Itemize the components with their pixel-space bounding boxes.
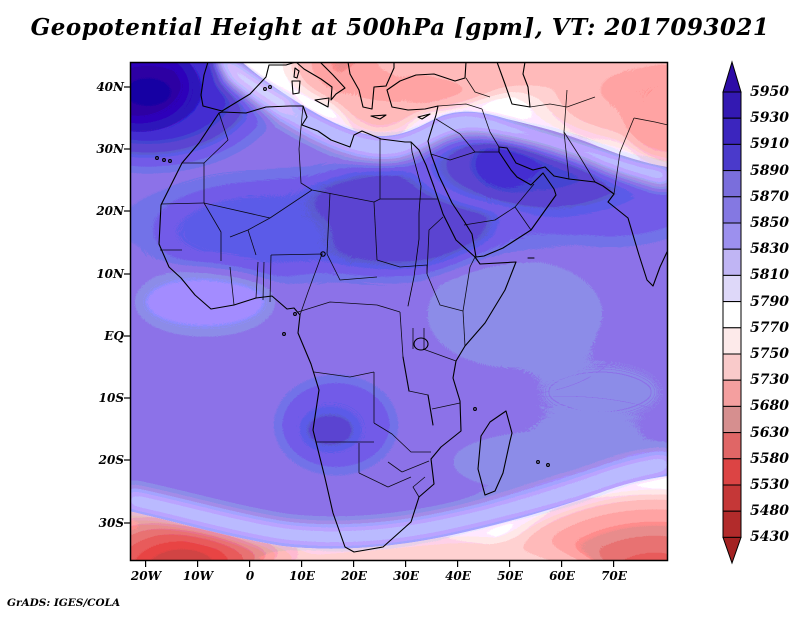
colorbar-cell — [722, 405, 742, 434]
colorbar-up-arrow — [722, 60, 742, 93]
page-title: Geopotential Height at 500hPa [gpm], VT:… — [30, 14, 770, 41]
lon-label: 10W — [182, 569, 214, 583]
lat-label: 20N — [96, 204, 124, 218]
sardinia — [291, 80, 301, 95]
map-canvas — [124, 61, 669, 567]
mauritius — [536, 460, 540, 464]
colorbar-label: 5810 — [750, 267, 789, 283]
country-borders — [160, 77, 668, 498]
lon-label: 0 — [245, 569, 255, 583]
colorbar-label: 5630 — [750, 425, 789, 441]
colorbar-label: 5950 — [750, 84, 789, 100]
colorbar-cell — [722, 143, 742, 172]
lat-label: 10S — [98, 391, 124, 405]
crete — [370, 114, 387, 120]
colorbar-label: 5580 — [750, 451, 789, 467]
colorbar-label: 5830 — [750, 241, 789, 257]
grads-attribution: GrADS: IGES/COLA — [7, 597, 121, 609]
colorbar-down-arrow — [722, 536, 742, 565]
lon-label: 20E — [341, 569, 367, 583]
canary-islands — [155, 156, 159, 160]
colorbar-cell — [722, 327, 742, 355]
colorbar-cell — [722, 196, 742, 224]
colorbar-cell — [722, 432, 742, 460]
colorbar-label: 5790 — [750, 294, 789, 310]
colorbar-label: 5850 — [750, 215, 789, 231]
nile-river — [407, 141, 422, 307]
lon-label: 20W — [130, 569, 162, 583]
comoros — [473, 407, 477, 411]
lat-label: 30N — [96, 142, 124, 156]
greece-coastline — [347, 62, 395, 110]
madagascar-coastline — [477, 410, 513, 496]
iberia-coastline — [200, 62, 297, 112]
colorbar — [720, 60, 744, 566]
lake-malawi — [427, 394, 434, 426]
colorbar-label: 5430 — [750, 529, 789, 545]
lon-label: 50E — [497, 569, 523, 583]
colorbar-cell — [722, 248, 742, 276]
africa-coastline — [158, 105, 517, 553]
cyprus — [417, 113, 431, 120]
coastlines — [155, 62, 668, 553]
contour-field — [130, 62, 668, 561]
lat-label: 20S — [98, 453, 124, 467]
colorbar-cell — [722, 458, 742, 486]
sicily — [314, 97, 330, 108]
lon-label: 60E — [549, 569, 575, 583]
colorbar-label: 5730 — [750, 372, 789, 388]
colorbar-label: 5870 — [750, 189, 789, 205]
colorbar-label: 5930 — [750, 110, 789, 126]
colorbar-label: 5680 — [750, 398, 789, 414]
colorbar-label: 5890 — [750, 163, 789, 179]
colorbar-cell — [722, 484, 742, 512]
lat-label: 10N — [96, 267, 124, 281]
italy-coastline — [295, 62, 346, 101]
corsica — [293, 67, 300, 79]
colorbar-cell — [722, 117, 742, 145]
lon-label: 70E — [601, 569, 627, 583]
colorbar-cell — [722, 353, 742, 381]
colorbar-cell — [722, 379, 742, 407]
colorbar-label: 5530 — [750, 477, 789, 493]
colorbar-cell — [722, 274, 742, 303]
colorbar-label: 5770 — [750, 320, 789, 336]
lon-label: 10E — [289, 569, 315, 583]
bioko — [293, 312, 297, 316]
colorbar-cell — [722, 301, 742, 329]
arabia-asia-coastline — [427, 140, 668, 287]
lake-victoria — [413, 337, 429, 351]
colorbar-label: 5750 — [750, 346, 789, 362]
colorbar-cell — [722, 510, 742, 538]
lon-label: 30E — [393, 569, 419, 583]
colorbar-cell — [722, 222, 742, 250]
lat-label: EQ — [104, 329, 124, 343]
map-frame — [124, 61, 669, 567]
lon-label: 40E — [445, 569, 471, 583]
lake-tanganyika — [402, 356, 410, 392]
lat-label: 30S — [98, 516, 124, 530]
lat-label: 40N — [96, 80, 124, 94]
colorbar-cell — [722, 170, 742, 198]
balearic-islands — [263, 87, 267, 91]
sao-tome — [282, 332, 286, 336]
colorbar-label: 5910 — [750, 136, 789, 152]
reunion — [546, 463, 550, 467]
colorbar-cell — [722, 91, 742, 119]
colorbar-label: 5480 — [750, 503, 789, 519]
